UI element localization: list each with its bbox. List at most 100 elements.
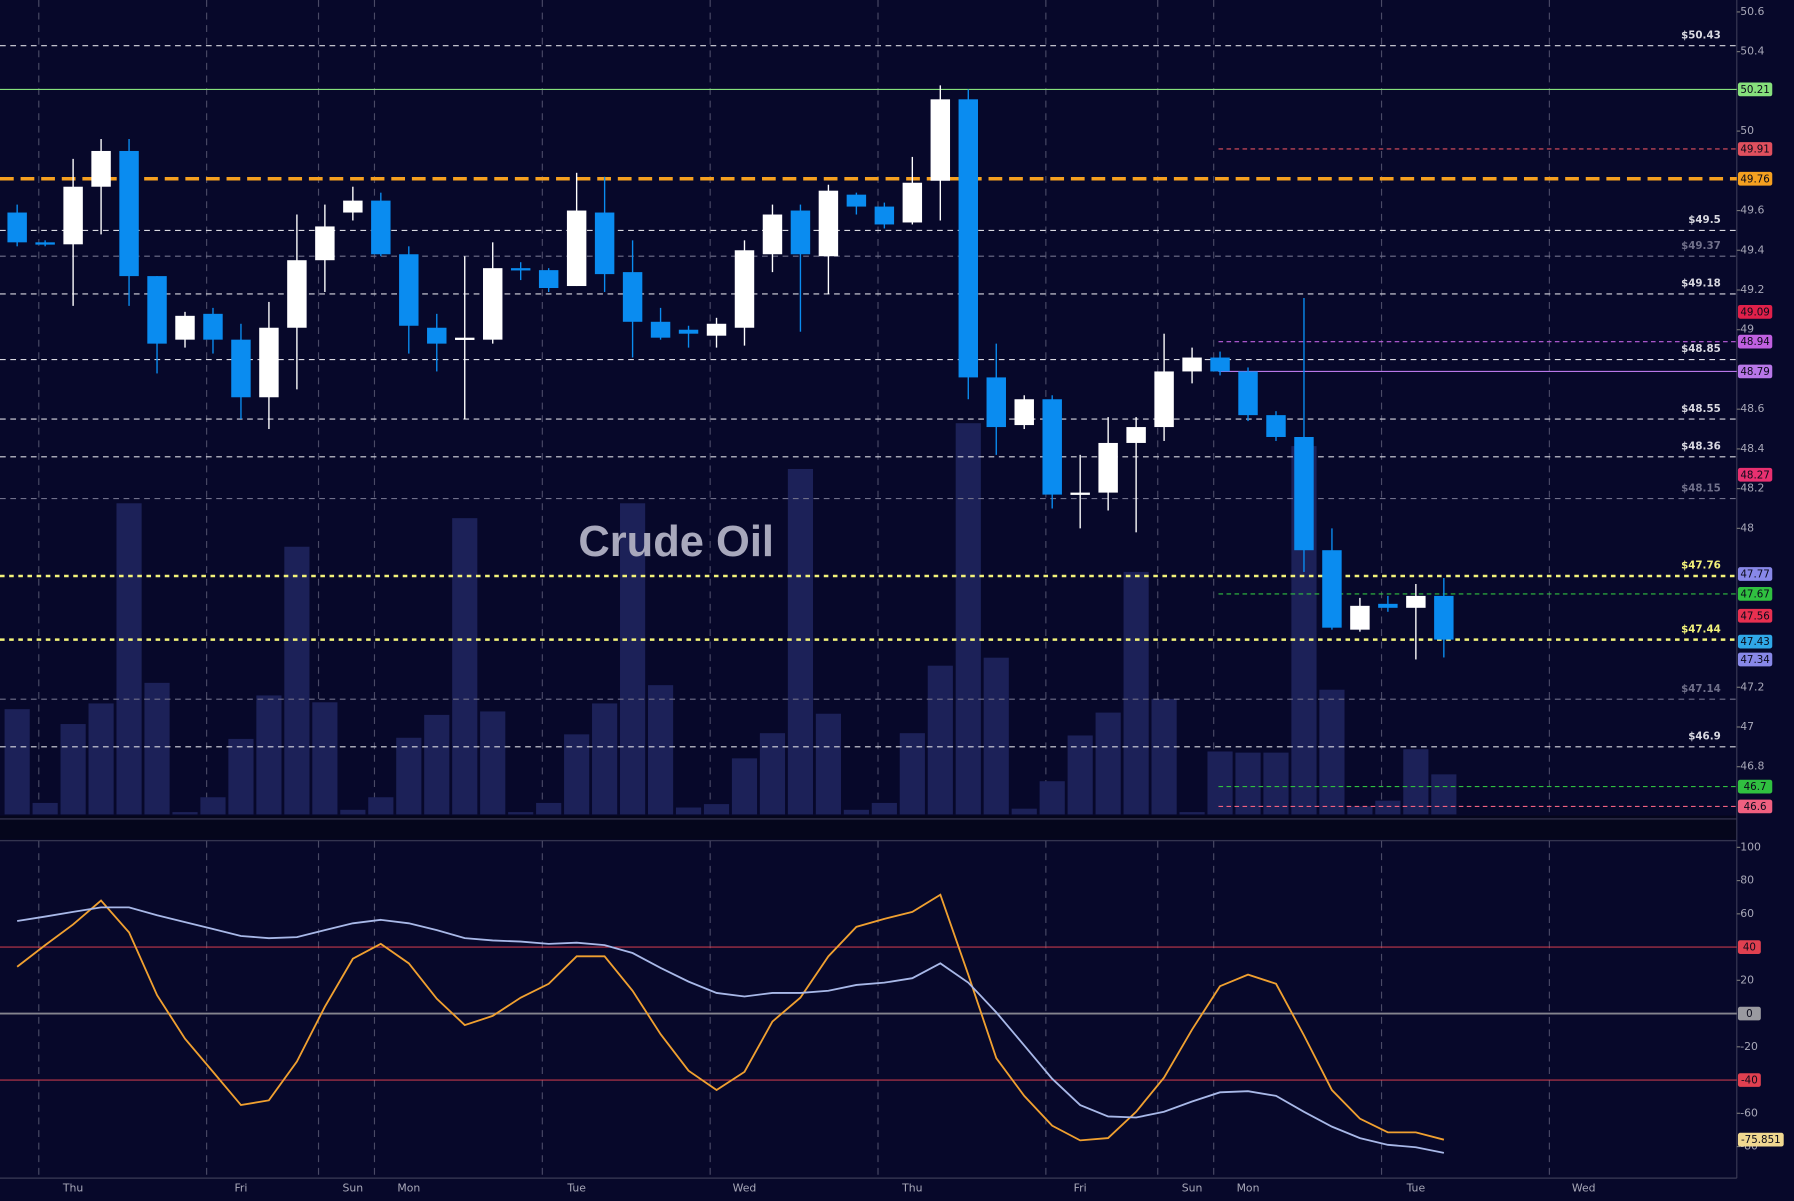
y-tick-label: 50.4 bbox=[1740, 45, 1764, 58]
volume-bar bbox=[647, 685, 674, 815]
y-tick-label: -20 bbox=[1740, 1040, 1758, 1053]
candle-body bbox=[566, 210, 587, 287]
marker-level-box bbox=[1737, 334, 1773, 349]
candle-body bbox=[1182, 357, 1202, 372]
volume-bar bbox=[284, 546, 310, 815]
candle-body bbox=[1210, 357, 1230, 372]
x-tick-label: Thu bbox=[62, 1181, 83, 1194]
marker-level-box bbox=[1737, 82, 1773, 97]
price-level-label: $48.55 bbox=[1681, 403, 1721, 415]
y-tick-label: 47 bbox=[1740, 720, 1754, 733]
price-level-label: $49.18 bbox=[1681, 278, 1721, 290]
volume-bar bbox=[88, 703, 114, 815]
candle-body bbox=[343, 200, 363, 213]
oscillator-level-label: 0 bbox=[1746, 1008, 1753, 1020]
y-tick-label: 46.8 bbox=[1740, 760, 1764, 773]
marker-level-label: 46.7 bbox=[1744, 781, 1767, 793]
oscillator-level-box bbox=[1737, 1006, 1761, 1021]
volume-bar bbox=[4, 709, 30, 815]
candle-body bbox=[1406, 595, 1426, 608]
volume-bar bbox=[396, 737, 422, 815]
price-level-label: $46.9 bbox=[1688, 731, 1721, 743]
x-tick-label: Wed bbox=[733, 1181, 757, 1194]
candles-layer bbox=[7, 85, 1454, 660]
x-tick-label: Tue bbox=[566, 1181, 586, 1194]
volume-layer bbox=[4, 423, 1457, 815]
candle-body bbox=[510, 268, 531, 271]
marker-level-label: 48.79 bbox=[1740, 366, 1769, 378]
volume-bar bbox=[620, 503, 646, 815]
volume-bar bbox=[927, 665, 953, 815]
y-tick-label: 20 bbox=[1740, 973, 1754, 986]
price-level-label: $50.43 bbox=[1681, 29, 1721, 41]
last-value-label: -75.851 bbox=[1741, 1134, 1781, 1146]
marker-level-box bbox=[1737, 587, 1773, 601]
marker-level-box bbox=[1737, 652, 1773, 667]
volume-bar bbox=[1095, 712, 1121, 815]
marker-level-box bbox=[1737, 779, 1773, 794]
y-tick-label: 48.4 bbox=[1740, 442, 1764, 455]
candle-body bbox=[203, 313, 223, 340]
volume-bar bbox=[1207, 751, 1233, 815]
volume-bar bbox=[200, 797, 226, 815]
marker-level-label: 49.91 bbox=[1740, 144, 1769, 156]
marker-level-label: 47.43 bbox=[1740, 636, 1769, 648]
volume-bar bbox=[731, 758, 758, 815]
y-tick-label: -60 bbox=[1740, 1106, 1758, 1119]
candle-body bbox=[259, 327, 279, 398]
marker-level-box bbox=[1737, 799, 1773, 814]
marker-level-label: 47.56 bbox=[1740, 610, 1769, 622]
volume-bar bbox=[871, 802, 897, 815]
candle-body bbox=[986, 377, 1006, 428]
candle-body bbox=[147, 276, 167, 344]
x-tick-label: Sun bbox=[1182, 1181, 1203, 1194]
candle-body bbox=[427, 327, 447, 344]
marker-level-label: 47.34 bbox=[1740, 654, 1769, 666]
candle-body bbox=[594, 212, 615, 275]
y-tick-label: 80 bbox=[1740, 874, 1754, 887]
oscillator-level-box bbox=[1737, 940, 1761, 954]
volume-bar bbox=[1263, 752, 1289, 815]
volume-bar bbox=[256, 695, 282, 815]
volume-bar bbox=[675, 807, 702, 815]
candle-body bbox=[1238, 371, 1258, 416]
x-tick-label: Sun bbox=[343, 1181, 364, 1194]
volume-bar bbox=[368, 797, 394, 815]
volume-bar bbox=[1067, 735, 1093, 815]
watermark-title: Crude Oil bbox=[578, 518, 774, 566]
volume-bar bbox=[1403, 749, 1429, 815]
volume-bar bbox=[1375, 800, 1401, 815]
candle-body bbox=[790, 210, 811, 255]
marker-level-box bbox=[1737, 364, 1773, 379]
candle-body bbox=[399, 254, 419, 326]
grid-layer bbox=[38, 0, 1550, 1179]
axis-layer: 50.21 49.91 49.76 49.09 48.94 48.79 48.27 47.77… bbox=[62, 5, 1784, 1194]
y-tick-label: 50.6 bbox=[1740, 5, 1764, 18]
y-tick-label: 48.2 bbox=[1740, 482, 1764, 495]
oscillator-line bbox=[17, 906, 1445, 1154]
oscillator-level-box bbox=[1737, 1073, 1761, 1087]
candle-body bbox=[1350, 605, 1370, 630]
volume-bar bbox=[787, 468, 814, 815]
candle-body bbox=[678, 329, 699, 334]
candle-body bbox=[371, 200, 391, 255]
candle-body bbox=[958, 99, 979, 378]
candle-body bbox=[1014, 399, 1034, 426]
candle-body bbox=[846, 194, 867, 207]
volume-bar bbox=[424, 714, 450, 815]
x-tick-label: Tue bbox=[1406, 1181, 1426, 1194]
last-value-box bbox=[1737, 1132, 1784, 1147]
y-tick-label: 50 bbox=[1740, 124, 1754, 137]
volume-bar bbox=[1235, 752, 1261, 815]
candle-body bbox=[1070, 492, 1090, 495]
x-tick-label: Thu bbox=[901, 1181, 922, 1194]
candle-body bbox=[231, 339, 251, 398]
volume-bar bbox=[1039, 781, 1065, 815]
candle-body bbox=[1266, 415, 1286, 437]
candle-body bbox=[874, 206, 895, 225]
volume-bar bbox=[452, 518, 478, 815]
volume-bar bbox=[592, 703, 618, 815]
marker-level-label: 50.21 bbox=[1740, 84, 1769, 96]
volume-bar bbox=[1347, 806, 1373, 815]
marker-level-box bbox=[1737, 171, 1773, 186]
